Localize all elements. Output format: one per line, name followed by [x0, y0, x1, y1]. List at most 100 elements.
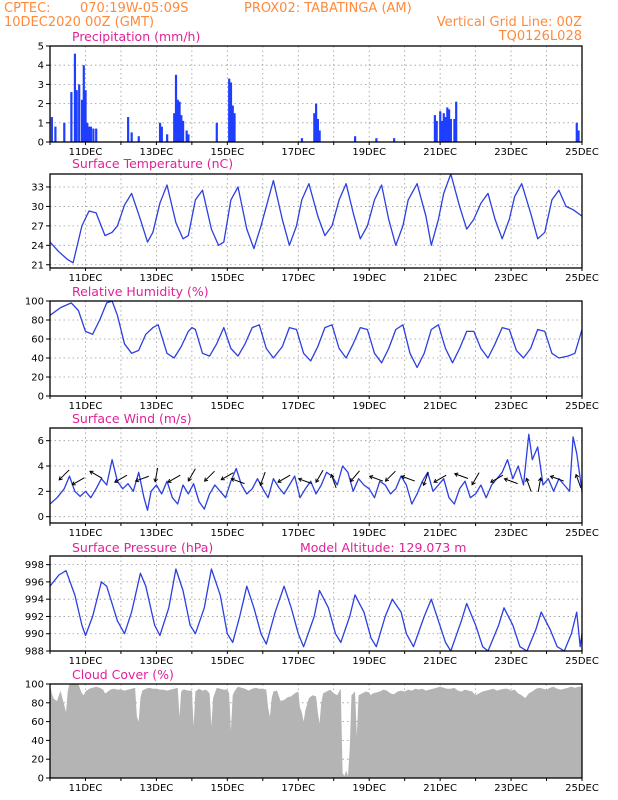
- precip-bar: [180, 115, 183, 142]
- wind-arrow: [525, 477, 532, 492]
- precip-bar: [433, 115, 437, 142]
- x-tick-label: 13DEC: [140, 147, 174, 158]
- x-tick-label: 23DEC: [494, 401, 528, 412]
- y-tick-label: 6: [38, 436, 44, 447]
- model-altitude: Model Altitude: 129.073 m: [300, 540, 466, 555]
- x-tick-label: 25DEC: [565, 401, 599, 412]
- precip-bar: [82, 65, 85, 142]
- x-tick-label: 11DEC: [69, 783, 103, 794]
- precip-bar: [455, 101, 458, 142]
- precip-bar: [70, 92, 73, 142]
- wind-arrow: [330, 473, 337, 488]
- precip-bar: [63, 122, 66, 142]
- y-tick-label: 0: [38, 774, 44, 785]
- x-tick-label: 19DEC: [352, 401, 386, 412]
- x-tick-label: 15DEC: [210, 147, 244, 158]
- cloud-frame: [49, 683, 583, 779]
- precip-bar: [215, 122, 218, 142]
- precip-bar: [130, 132, 133, 142]
- x-tick-label: 25DEC: [565, 273, 599, 284]
- wind-arrow: [349, 470, 360, 483]
- precip-bar: [354, 136, 357, 142]
- x-tick-label: 21DEC: [423, 147, 457, 158]
- header-code: TQ0126L028: [498, 29, 582, 44]
- x-tick-label: 23DEC: [494, 656, 528, 667]
- wind-arrow: [422, 471, 429, 487]
- precip-bar: [158, 122, 162, 142]
- precip-bar: [375, 138, 378, 142]
- x-tick-label: 17DEC: [281, 783, 315, 794]
- header-date: 10DEC2020 00Z (GMT): [4, 15, 154, 30]
- y-tick-label: 5: [38, 42, 44, 53]
- y-tick-label: 33: [31, 182, 44, 193]
- y-tick-label: 20: [31, 373, 44, 384]
- wind-arrow: [490, 474, 504, 483]
- wind-arrow: [71, 477, 85, 486]
- precip-bar: [577, 130, 580, 142]
- x-tick-label: 15DEC: [210, 783, 244, 794]
- precip-bar: [127, 117, 130, 142]
- wind-line: [49, 433, 583, 511]
- wind-arrow: [368, 475, 384, 482]
- x-tick-label: 19DEC: [352, 656, 386, 667]
- rh-frame: [49, 300, 583, 397]
- wind-arrow: [89, 470, 103, 479]
- x-tick-label: 17DEC: [281, 147, 315, 158]
- wind-arrow: [537, 477, 543, 492]
- precip-bar: [176, 99, 179, 142]
- x-tick-label: 15DEC: [210, 528, 244, 539]
- y-tick-label: 0: [38, 138, 44, 149]
- wind-arrow: [134, 475, 149, 483]
- y-tick-label: 996: [25, 577, 44, 588]
- x-tick-label: 15DEC: [210, 273, 244, 284]
- y-tick-label: 4: [38, 61, 44, 72]
- temp-frame: [49, 173, 583, 269]
- y-tick-label: 24: [31, 241, 44, 252]
- header-station: PROX02: TABATINGA (AM): [244, 1, 412, 16]
- precip-bar: [173, 113, 176, 142]
- x-tick-label: 21DEC: [423, 783, 457, 794]
- precip-bar: [80, 99, 84, 142]
- precip-bar: [50, 117, 53, 142]
- x-tick-label: 21DEC: [423, 656, 457, 667]
- y-tick-label: 988: [25, 647, 44, 658]
- precip-panel: 0 1 2 3 4 5 11DEC 13DEC 15DEC 17DEC 19DEC 21DEC 23DE…: [38, 42, 599, 159]
- y-tick-label: 4: [38, 462, 44, 473]
- x-tick-label: 21DEC: [423, 273, 457, 284]
- x-tick-label: 11DEC: [69, 147, 103, 158]
- x-tick-label: 15DEC: [210, 656, 244, 667]
- x-tick-label: 17DEC: [281, 656, 315, 667]
- wind-frame: [49, 427, 583, 524]
- precip-bar: [393, 138, 396, 142]
- x-tick-label: 17DEC: [281, 401, 315, 412]
- wind-arrow: [58, 469, 70, 481]
- precip-frame: [49, 45, 583, 143]
- precip-bar: [73, 53, 77, 142]
- precip-bar: [313, 113, 316, 142]
- y-tick-label: 0: [38, 392, 44, 403]
- wind-arrow: [384, 470, 396, 482]
- y-tick-label: 990: [25, 629, 44, 640]
- precip-bar: [442, 113, 445, 142]
- precip-bar: [78, 84, 81, 142]
- x-tick-label: 25DEC: [565, 528, 599, 539]
- precip-bar: [92, 128, 95, 142]
- x-tick-label: 11DEC: [69, 401, 103, 412]
- x-tick-label: 19DEC: [352, 528, 386, 539]
- precip-bar: [315, 103, 318, 142]
- y-tick-label: 998: [25, 560, 44, 571]
- precip-bar: [575, 122, 578, 142]
- precip-bar: [318, 130, 321, 142]
- rh-panel: 0 20 40 60 80 100 11DEC 13DEC 15DEC 17DEC 19DEC 21D…: [25, 297, 599, 413]
- x-tick-label: 13DEC: [140, 401, 174, 412]
- y-tick-label: 21: [31, 260, 44, 271]
- precip-bar: [300, 138, 304, 142]
- y-tick-label: 80: [31, 698, 44, 709]
- wind-arrow: [187, 468, 196, 482]
- y-tick-label: 40: [31, 354, 44, 365]
- y-tick-label: 2: [38, 99, 44, 110]
- precip-bar: [233, 113, 236, 142]
- header-coords: 070:19W-05:09S: [80, 1, 188, 16]
- y-tick-label: 100: [25, 680, 44, 691]
- x-tick-label: 13DEC: [140, 783, 174, 794]
